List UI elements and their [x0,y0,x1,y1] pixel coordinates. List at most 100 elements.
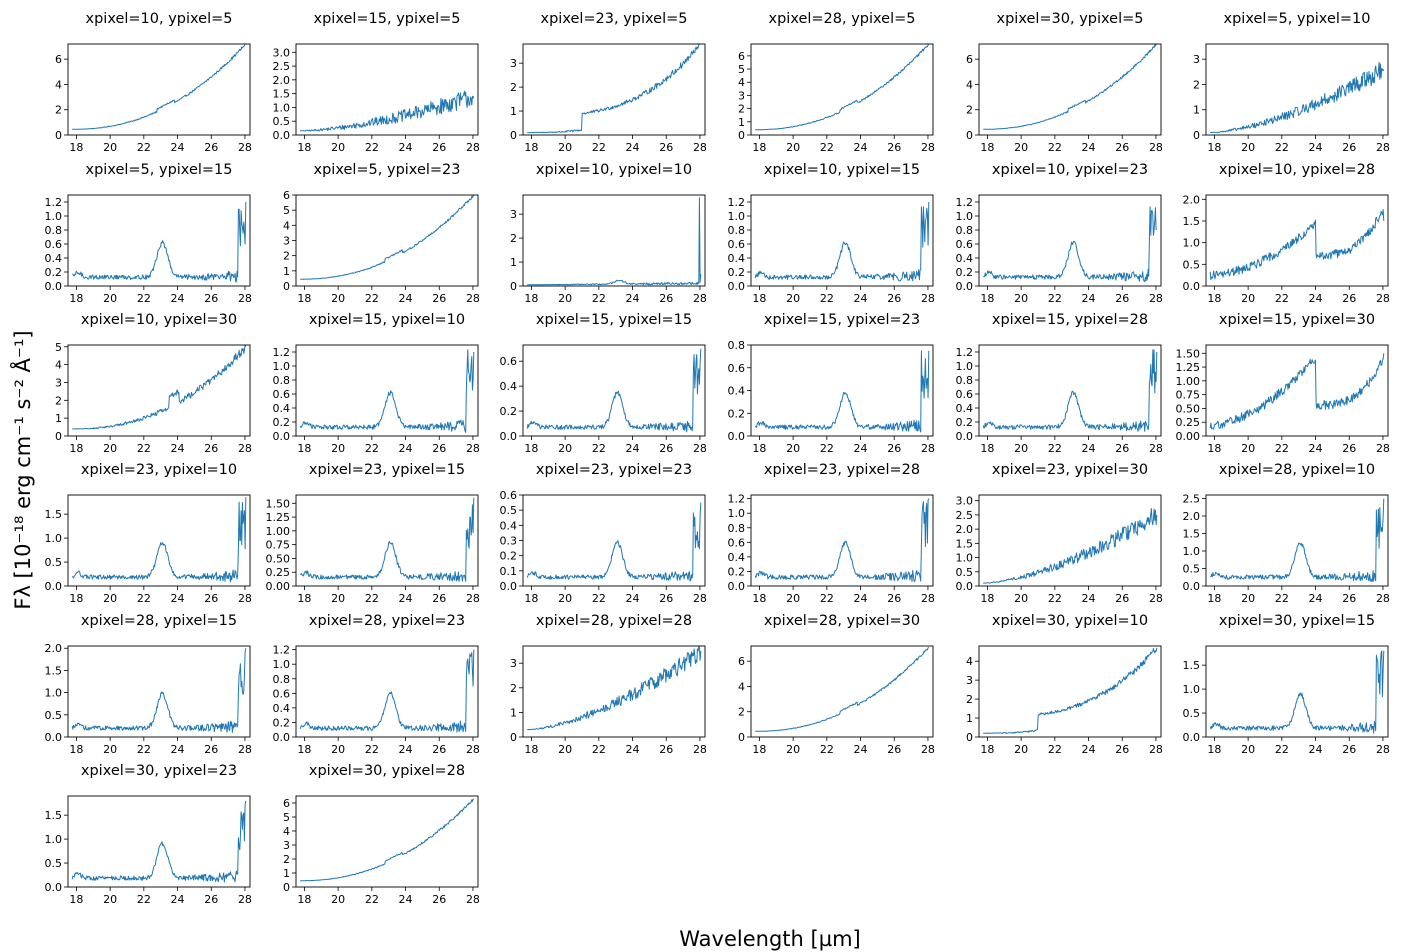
x-tick-label: 28 [466,141,480,154]
spectrum-panel: xpixel=15, ypixel=5 18 20 22 24 26 28 0.00.51.0… [273,11,480,154]
x-tick-label: 24 [399,442,413,455]
y-tick-label: 1.2 [956,196,974,209]
x-tick-label: 20 [786,292,800,305]
x-tick-label: 28 [238,442,252,455]
spectrum-line [1210,498,1385,582]
x-tick-label: 28 [1376,592,1390,605]
x-tick-label: 28 [238,141,252,154]
spectrum-line [982,349,1158,432]
y-tick-label: 0.2 [273,416,291,429]
x-tick-label: 22 [365,893,379,906]
spectrum-line [526,348,702,433]
x-tick-label: 20 [331,743,345,756]
y-tick-label: 3.0 [273,46,291,59]
y-tick-label: 0 [738,129,745,142]
y-tick-label: 0.0 [45,881,63,894]
x-tick-label: 26 [1342,743,1356,756]
panel-frame [295,194,479,287]
panel-frame [978,43,1162,136]
spectrum-panel: xpixel=28, ypixel=28 18 20 22 24 26 28 0 1 2 3 [510,613,707,756]
y-tick-label: 1.2 [45,196,63,209]
x-tick-label: 24 [626,442,640,455]
panel-title: xpixel=10, ypixel=23 [992,162,1148,178]
x-tick-label: 24 [399,141,413,154]
y-tick-label: 2 [510,232,517,245]
y-tick-label: 0.8 [728,522,746,535]
panel-frame [67,494,251,587]
x-tick-label: 18 [69,893,83,906]
x-tick-label: 20 [103,141,117,154]
spectrum-line [754,498,930,583]
x-tick-label: 28 [466,743,480,756]
x-tick-label: 22 [365,292,379,305]
x-tick-label: 20 [103,592,117,605]
x-tick-label: 22 [820,141,834,154]
x-tick-label: 22 [592,743,606,756]
x-tick-label: 28 [1376,141,1390,154]
panel-title: xpixel=15, ypixel=28 [992,312,1148,328]
x-tick-label: 20 [1241,141,1255,154]
y-tick-label: 0.2 [728,407,746,420]
spectrum-line [526,502,702,582]
x-tick-label: 26 [204,141,218,154]
spectrum-line [300,195,475,280]
panel-title: xpixel=30, ypixel=5 [997,11,1144,27]
panel-frame [67,43,251,136]
x-tick-label: 18 [980,292,994,305]
y-tick-label: 4 [738,680,745,693]
x-tick-label: 26 [1115,743,1129,756]
panel-frame [1205,194,1389,287]
spectrum-line [527,197,702,286]
y-tick-label: 4 [55,359,62,372]
y-tick-label: 0.6 [273,388,291,401]
y-tick-label: 1.00 [266,525,291,538]
x-tick-label: 18 [69,292,83,305]
panel-frame [750,43,934,136]
y-tick-label: 2.0 [273,74,291,87]
y-tick-label: 0.0 [956,580,974,593]
panel-frame [67,194,251,287]
x-tick-label: 26 [204,893,218,906]
y-tick-label: 0.8 [728,224,746,237]
x-tick-label: 24 [399,893,413,906]
x-tick-label: 20 [103,743,117,756]
x-tick-label: 26 [887,292,901,305]
y-tick-label: 0 [283,280,290,293]
x-tick-label: 22 [820,743,834,756]
spectrum-panel: xpixel=10, ypixel=10 18 20 22 24 26 28 0 1 2 3 [510,162,707,305]
spectrum-line [983,44,1157,130]
y-tick-label: 2 [738,103,745,116]
x-tick-label: 20 [103,893,117,906]
x-tick-label: 28 [921,141,935,154]
x-tick-label: 22 [137,743,151,756]
x-tick-label: 26 [887,141,901,154]
spectrum-line [1209,209,1385,281]
spectrum-line [755,44,930,131]
x-tick-label: 26 [659,743,673,756]
y-tick-label: 1.2 [956,346,974,359]
panel-frame [295,795,479,888]
x-tick-label: 20 [786,743,800,756]
y-tick-label: 1.0 [956,552,974,565]
y-tick-label: 1.0 [45,687,63,700]
spectrum-panel: xpixel=23, ypixel=10 18 20 22 24 26 28 0.0 0.5 1.… [45,462,252,605]
y-tick-label: 0.00 [1176,430,1201,443]
y-tick-label: 5 [283,811,290,824]
x-tick-label: 26 [204,292,218,305]
panel-title: xpixel=10, ypixel=15 [764,162,920,178]
y-tick-label: 1 [510,256,517,269]
y-tick-label: 0.0 [500,580,518,593]
spectrum-panel: xpixel=5, ypixel=10 18 20 22 24 26 28 0 1 2 3 [1193,11,1390,154]
x-tick-label: 24 [171,592,185,605]
y-tick-label: 0.6 [956,388,974,401]
y-tick-label: 2 [283,250,290,263]
x-tick-label: 18 [752,592,766,605]
y-tick-label: 0.5 [273,115,291,128]
y-tick-label: 0.0 [956,280,974,293]
x-tick-label: 22 [1275,141,1289,154]
y-tick-label: 0 [510,731,517,744]
x-tick-label: 22 [592,141,606,154]
x-tick-label: 20 [786,442,800,455]
